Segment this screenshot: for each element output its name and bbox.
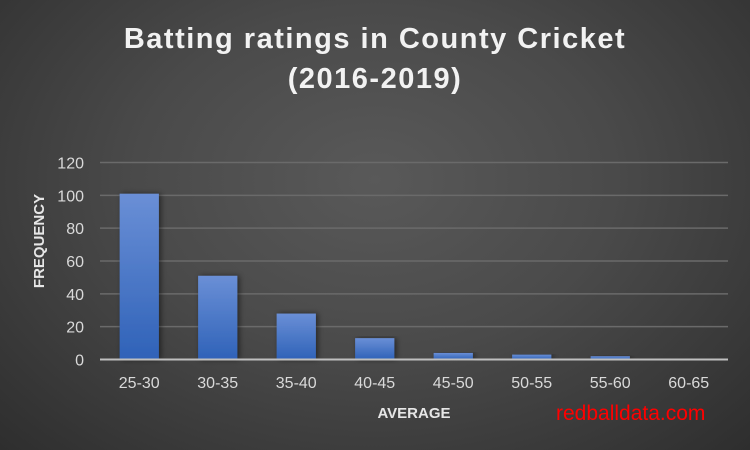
chart-title-line1: Batting ratings in County Cricket bbox=[123, 23, 627, 55]
bar-50-55 bbox=[512, 354, 552, 360]
x-tick-label: 60-65 bbox=[668, 375, 709, 392]
y-tick-label: 120 bbox=[57, 156, 84, 173]
bar-45-50 bbox=[433, 352, 473, 360]
bar-25-30 bbox=[119, 193, 159, 360]
x-tick-label: 50-55 bbox=[511, 375, 552, 392]
chart-title-line2: (2016-2019) bbox=[287, 63, 463, 95]
y-tick-label: 0 bbox=[75, 353, 84, 370]
bar-30-35 bbox=[198, 275, 238, 360]
x-tick-label: 30-35 bbox=[197, 375, 238, 392]
y-axis-label: FREQUENCY bbox=[31, 194, 48, 288]
y-tick-label: 100 bbox=[57, 188, 84, 205]
y-tick-label: 20 bbox=[66, 320, 84, 337]
y-tick-label: 60 bbox=[66, 254, 84, 271]
x-tick-label: 25-30 bbox=[119, 375, 160, 392]
x-tick-label: 35-40 bbox=[276, 375, 317, 392]
bar-40-45 bbox=[355, 338, 395, 360]
credit-watermark: redballdata.com bbox=[556, 402, 706, 425]
x-axis-label: AVERAGE bbox=[377, 405, 450, 422]
x-tick-label: 55-60 bbox=[590, 375, 631, 392]
x-tick-label: 45-50 bbox=[433, 375, 474, 392]
y-tick-label: 80 bbox=[66, 221, 84, 238]
bar-35-40 bbox=[276, 313, 316, 360]
bar-55-60 bbox=[590, 356, 630, 360]
x-tick-label: 40-45 bbox=[354, 375, 395, 392]
y-tick-label: 40 bbox=[66, 287, 84, 304]
